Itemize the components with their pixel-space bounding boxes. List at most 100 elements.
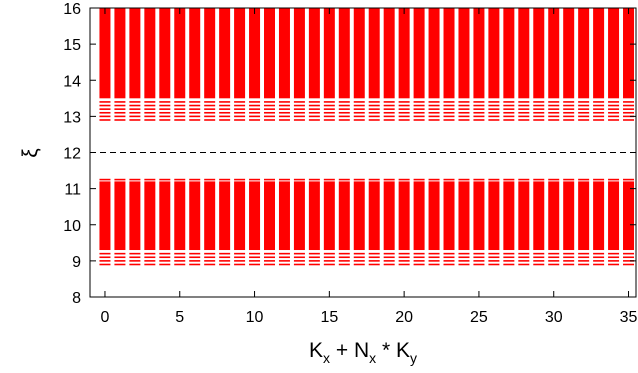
series-column-14 [308,8,320,266]
dense-band-1-x31 [563,8,575,99]
dense-band-1-x13 [293,8,305,99]
x-tick-label-20: 20 [395,309,413,326]
series-column-31 [563,8,575,266]
dense-band-0-x10 [249,181,261,251]
x-axis-label: Kx + Nx * Ky [309,339,417,366]
series-column-30 [548,8,560,266]
dense-band-0-x28 [518,181,530,251]
dense-band-1-x18 [368,8,380,99]
series-column-27 [503,8,515,266]
series-column-21 [413,8,425,266]
series-column-22 [428,8,440,266]
dense-band-1-x14 [308,8,320,99]
dense-band-1-x25 [473,8,485,99]
y-tick-label-12: 12 [63,146,81,163]
y-tick-label-8: 8 [72,290,81,307]
dense-band-0-x32 [578,181,590,251]
dense-band-1-x8 [219,8,231,99]
x-axis-label-part-3: x [369,350,376,366]
series-column-12 [278,8,290,266]
dense-band-0-x4 [159,181,171,251]
series-column-35 [623,8,635,266]
series-column-6 [189,8,201,266]
dense-band-0-x20 [398,181,410,251]
dense-band-0-x22 [428,181,440,251]
dense-band-0-x34 [608,181,620,251]
y-tick-label-14: 14 [63,73,81,90]
series-column-8 [219,8,231,266]
dense-band-0-x3 [144,181,156,251]
dense-band-0-x19 [383,181,395,251]
series-column-7 [204,8,216,266]
series-column-11 [264,8,276,266]
series-column-0 [99,8,111,266]
series-column-26 [488,8,500,266]
dense-band-0-x6 [189,181,201,251]
dense-band-1-x10 [249,8,261,99]
dense-band-0-x29 [533,181,545,251]
y-axis-label: ξ [19,148,42,157]
dense-band-0-x33 [593,181,605,251]
dense-band-1-x11 [264,8,276,99]
x-tick-label-30: 30 [545,309,563,326]
dense-band-0-x11 [264,181,276,251]
series-column-28 [518,8,530,266]
dense-band-0-x14 [308,181,320,251]
x-tick-label-10: 10 [246,309,264,326]
dense-band-1-x17 [353,8,365,99]
series-column-17 [353,8,365,266]
dense-band-0-x30 [548,181,560,251]
dense-band-1-x12 [278,8,290,99]
series-column-32 [578,8,590,266]
dense-band-1-x28 [518,8,530,99]
dense-band-0-x15 [323,181,335,251]
dense-band-1-x0 [99,8,111,99]
dense-band-0-x23 [443,181,455,251]
y-tick-label-10: 10 [63,218,81,235]
series-column-20 [398,8,410,266]
series-column-1 [114,8,126,266]
dense-band-0-x7 [204,181,216,251]
dense-band-0-x1 [114,181,126,251]
dense-band-1-x26 [488,8,500,99]
dense-band-0-x8 [219,181,231,251]
series-column-33 [593,8,605,266]
dense-band-1-x2 [129,8,141,99]
dense-band-1-x5 [174,8,186,99]
series-column-24 [458,8,470,266]
dense-band-0-x18 [368,181,380,251]
dense-band-1-x34 [608,8,620,99]
dense-band-1-x19 [383,8,395,99]
y-tick-label-13: 13 [63,109,81,126]
dense-band-0-x16 [338,181,350,251]
tick-group: 8 9 10 11 12 13 14 15 16 0 5 10 15 20 25 30 35 [63,1,637,326]
data-marks [99,8,635,266]
dense-band-0-x5 [174,181,186,251]
y-tick-label-15: 15 [63,37,81,54]
series-column-4 [159,8,171,266]
x-axis-label-part-0: K [309,339,323,362]
series-column-15 [323,8,335,266]
series-column-29 [533,8,545,266]
dense-band-1-x32 [578,8,590,99]
dense-band-1-x6 [189,8,201,99]
series-column-18 [368,8,380,266]
dense-band-1-x21 [413,8,425,99]
dense-band-0-x26 [488,181,500,251]
dense-band-1-x24 [458,8,470,99]
dense-band-1-x29 [533,8,545,99]
x-tick-label-5: 5 [175,309,184,326]
x-tick-label-0: 0 [101,309,110,326]
dense-band-1-x4 [159,8,171,99]
dense-band-1-x30 [548,8,560,99]
dense-band-1-x35 [623,8,635,99]
y-tick-label-16: 16 [63,1,81,18]
dense-band-0-x17 [353,181,365,251]
dense-band-0-x0 [99,181,111,251]
series-column-10 [249,8,261,266]
series-column-19 [383,8,395,266]
dense-band-1-x33 [593,8,605,99]
series-column-5 [174,8,186,266]
